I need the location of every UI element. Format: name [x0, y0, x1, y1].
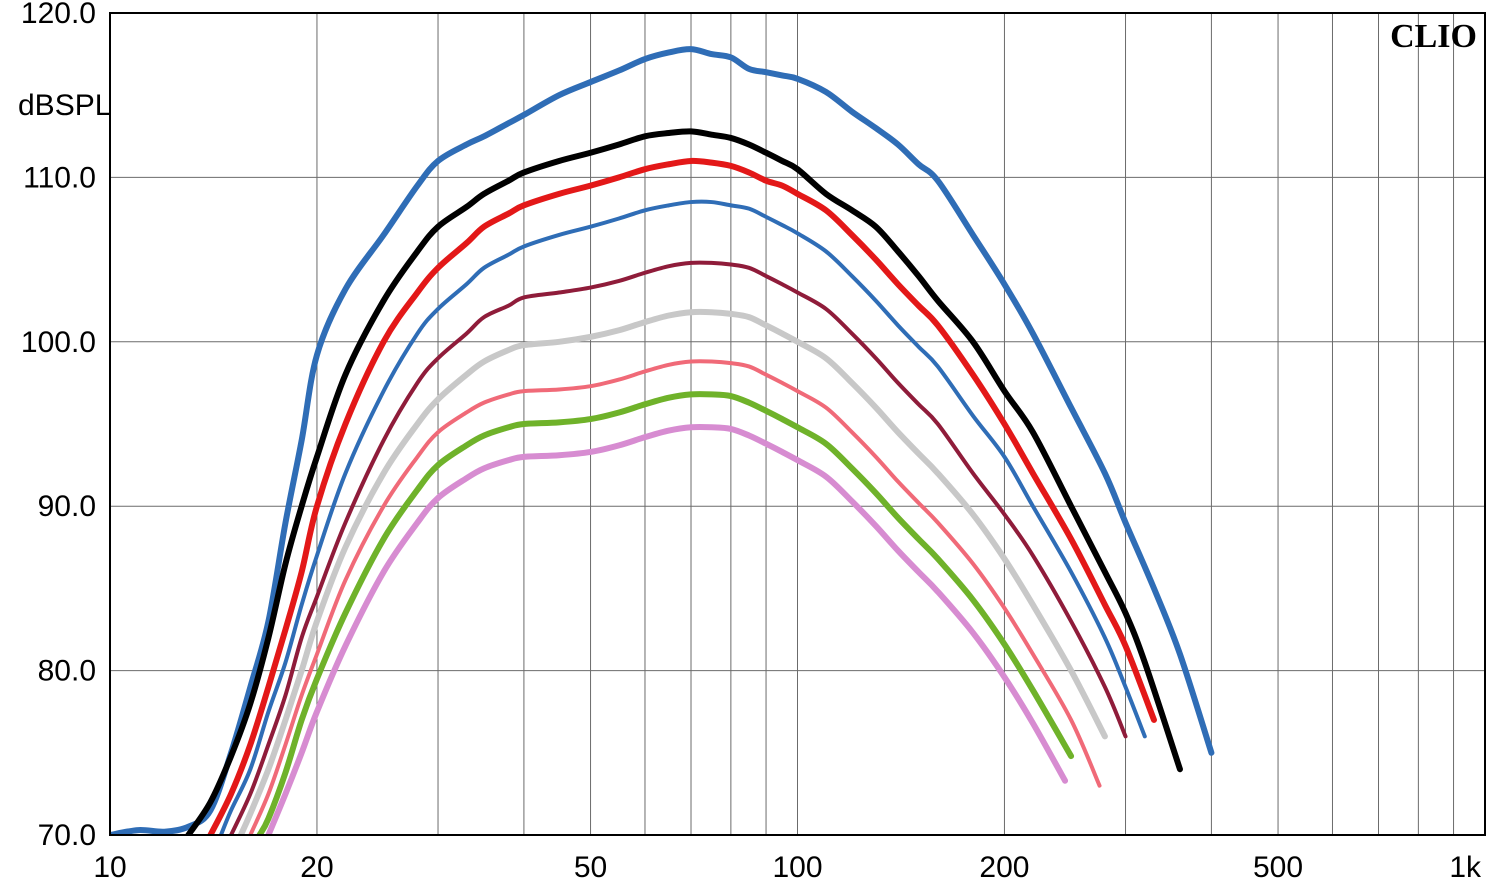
chart-background	[0, 0, 1500, 892]
y-tick-label: 120.0	[21, 0, 96, 30]
y-tick-label: 70.0	[38, 819, 96, 852]
x-tick-label: 20	[300, 851, 333, 884]
x-tick-label: 50	[574, 851, 607, 884]
spl-frequency-chart: 70.0 80.0 90.0 100.0 110.0 120.0 dBSPL 10 20 50 10…	[0, 0, 1500, 892]
x-tick-label: 200	[979, 851, 1029, 884]
chart-container: { "chart": { "type": "line", "brand_labe…	[0, 0, 1500, 892]
x-tick-label: 100	[772, 851, 822, 884]
x-tick-label-end: 1k	[1449, 851, 1482, 884]
x-tick-label: 500	[1253, 851, 1303, 884]
x-tick-label: 10	[93, 851, 126, 884]
y-tick-label: 90.0	[38, 490, 96, 523]
y-tick-label: 100.0	[21, 326, 96, 359]
brand-label: CLIO	[1390, 18, 1477, 55]
y-tick-label: 80.0	[38, 655, 96, 688]
y-axis-label: dBSPL	[18, 89, 111, 122]
y-tick-label: 110.0	[23, 161, 96, 194]
